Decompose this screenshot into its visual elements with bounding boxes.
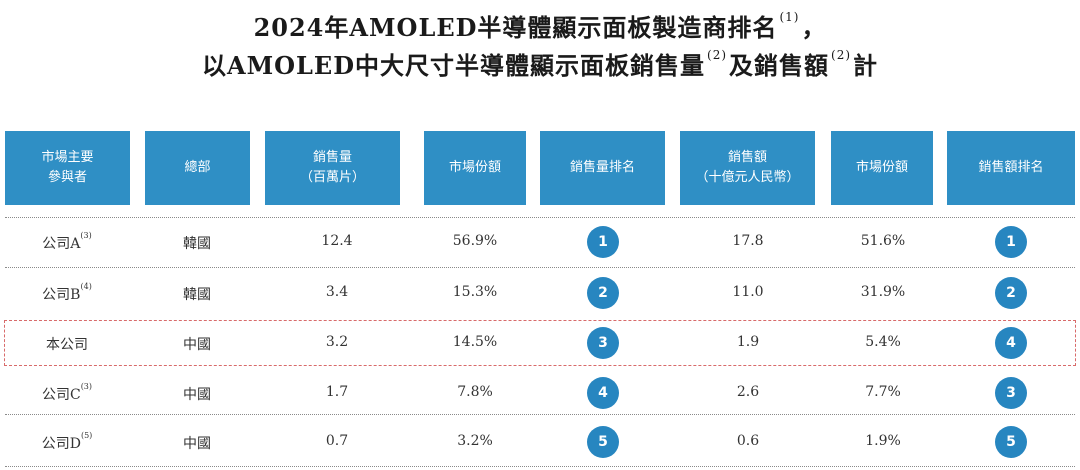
participant-name: 公司C(3) (41, 382, 93, 403)
headquarters: 韓國 (183, 236, 211, 252)
row-divider (5, 466, 1075, 467)
sales-revenue: 2.6 (736, 384, 760, 400)
participant-name: 公司D(5) (41, 431, 93, 452)
sales-volume: 0.7 (325, 433, 349, 449)
revenue-share: 5.4% (865, 334, 901, 350)
sales-revenue: 1.9 (736, 334, 760, 350)
row-divider (5, 267, 1075, 268)
revenue-rank-badge: 2 (995, 277, 1027, 309)
headquarters: 韓國 (183, 287, 211, 303)
sales-revenue: 0.6 (736, 433, 760, 449)
header-volume-market-share: 市場份額 (424, 131, 526, 205)
volume-share: 3.2% (457, 433, 493, 449)
header-sales-revenue: 銷售額 （十億元人民幣） (680, 131, 815, 205)
sales-volume: 3.2 (325, 334, 349, 350)
header-headquarters: 總部 (145, 131, 250, 205)
participant-name: 公司A(3) (42, 231, 92, 252)
highlight-row-frame (4, 320, 1076, 366)
volume-rank-badge: 4 (587, 377, 619, 409)
headquarters: 中國 (183, 387, 211, 403)
volume-share: 15.3% (452, 284, 498, 300)
volume-share: 14.5% (452, 334, 498, 350)
volume-share: 7.8% (457, 384, 493, 400)
header-revenue-market-share: 市場份額 (831, 131, 933, 205)
headquarters: 中國 (183, 436, 211, 452)
revenue-share: 31.9% (860, 284, 906, 300)
row-divider (5, 217, 1075, 218)
participant-name: 公司B(4) (42, 282, 92, 303)
footnote-ref: (2) (707, 48, 728, 62)
sales-revenue: 17.8 (732, 233, 764, 249)
revenue-share: 51.6% (860, 233, 906, 249)
sales-volume: 1.7 (325, 384, 349, 400)
sales-volume: 12.4 (321, 233, 353, 249)
volume-rank-badge: 2 (587, 277, 619, 309)
volume-rank-badge: 1 (587, 226, 619, 258)
footnote-ref: (1) (779, 10, 800, 24)
revenue-rank-badge: 3 (995, 377, 1027, 409)
table-title-line-1: 2024年AMOLED半導體顯示面板製造商排名 (1)， (253, 10, 827, 42)
revenue-rank-badge: 5 (995, 426, 1027, 458)
sales-volume: 3.4 (325, 284, 349, 300)
table-title-line-2: 以AMOLED中大尺寸半導體顯示面板銷售量 (2)及銷售額 (2)計 (201, 48, 879, 80)
header-volume-rank: 銷售量排名 (540, 131, 665, 205)
volume-rank-badge: 5 (587, 426, 619, 458)
volume-rank-badge: 3 (587, 327, 619, 359)
header-participants: 市場主要 參與者 (5, 131, 130, 205)
footnote-ref: (2) (831, 48, 852, 62)
revenue-rank-badge: 1 (995, 226, 1027, 258)
header-sales-volume: 銷售量 （百萬片） (265, 131, 400, 205)
revenue-share: 1.9% (865, 433, 901, 449)
row-divider (5, 414, 1075, 415)
volume-share: 56.9% (452, 233, 498, 249)
sales-revenue: 11.0 (732, 284, 764, 300)
header-revenue-rank: 銷售額排名 (947, 131, 1075, 205)
participant-name: 本公司 (46, 337, 88, 353)
headquarters: 中國 (183, 337, 211, 353)
revenue-rank-badge: 4 (995, 327, 1027, 359)
revenue-share: 7.7% (865, 384, 901, 400)
